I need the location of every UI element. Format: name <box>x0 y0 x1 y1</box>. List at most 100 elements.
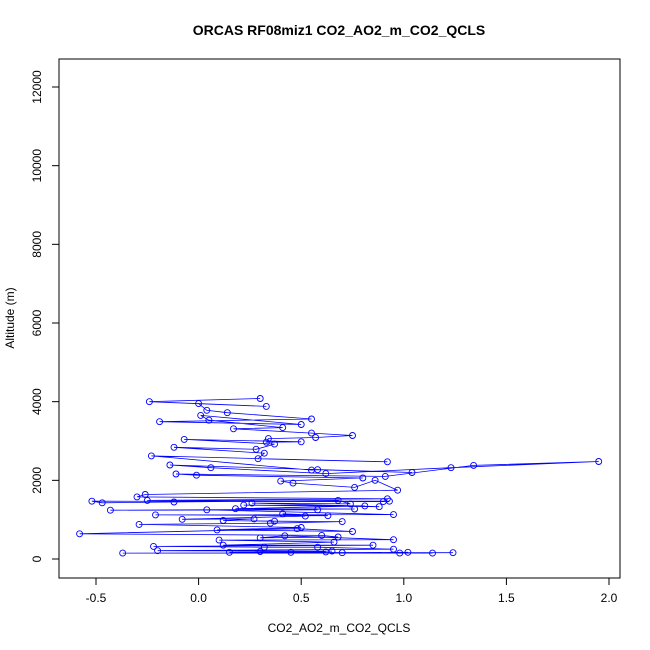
data-point <box>314 506 322 514</box>
data-point <box>277 477 285 485</box>
y-axis: 0 2000 4000 6000 8000 10000 12000 <box>30 70 60 562</box>
data-point <box>240 501 248 509</box>
data-point <box>180 435 188 443</box>
data-point <box>150 542 157 550</box>
data-point <box>375 503 383 511</box>
data-point <box>147 452 155 460</box>
data-point <box>178 515 186 523</box>
data-point <box>318 531 326 539</box>
data-point <box>205 416 213 424</box>
data-point <box>308 429 315 437</box>
data-point <box>166 461 174 469</box>
data-point <box>314 543 322 551</box>
data-point <box>156 418 164 426</box>
data-point <box>271 440 278 448</box>
data-point <box>324 512 332 520</box>
x-tick-label: 1.0 <box>395 591 412 605</box>
data-point <box>248 499 256 507</box>
data-point <box>349 432 356 439</box>
data-point <box>334 496 342 504</box>
x-tick-label: 1.5 <box>498 591 515 605</box>
data-point <box>289 479 297 487</box>
y-tick-label: 10000 <box>30 149 44 183</box>
data-point <box>230 425 237 433</box>
data-point <box>308 415 315 423</box>
data-point <box>223 409 231 417</box>
data-point <box>203 406 211 414</box>
y-tick-label: 12000 <box>30 70 44 104</box>
data-point <box>225 548 233 556</box>
data-point <box>154 547 162 555</box>
x-tick-label: 0.5 <box>293 591 310 605</box>
data-point <box>260 543 268 551</box>
data-point <box>390 545 397 553</box>
data-point <box>322 470 330 478</box>
data-point <box>312 434 320 441</box>
data-point <box>264 435 272 443</box>
data-point <box>219 517 227 524</box>
data-point <box>260 449 268 457</box>
data-point <box>338 549 346 557</box>
y-tick-label: 6000 <box>30 309 44 336</box>
data-point <box>266 519 274 527</box>
data-point <box>383 458 391 466</box>
data-point <box>293 525 301 533</box>
x-tick-label: 0.0 <box>190 591 207 605</box>
data-point <box>390 511 397 519</box>
data-point <box>279 424 287 432</box>
data-point <box>346 500 354 508</box>
data-point <box>213 526 221 534</box>
data-point <box>88 497 96 505</box>
data-point <box>297 524 305 531</box>
data-point <box>287 548 295 556</box>
data-point <box>322 548 330 556</box>
data-point <box>232 505 239 513</box>
chart-title: ORCAS RF08miz1 CO2_AO2_m_CO2_QCLS <box>193 22 486 38</box>
data-point <box>404 548 412 556</box>
x-tick-label: 2.0 <box>601 591 618 605</box>
plot-frame <box>58 58 621 579</box>
data-point <box>172 470 180 478</box>
data-point <box>381 472 389 480</box>
data-point <box>371 476 379 484</box>
data-point <box>314 466 322 474</box>
data-point <box>170 498 178 506</box>
data-point <box>330 538 338 546</box>
data-point <box>449 549 457 557</box>
data-point <box>408 469 416 476</box>
data-point <box>145 398 153 406</box>
y-tick-label: 4000 <box>30 388 44 415</box>
data-point <box>279 510 287 518</box>
data-point <box>281 532 289 540</box>
data-point <box>135 520 143 528</box>
data-point <box>141 491 149 498</box>
data-point <box>215 536 223 544</box>
data-point <box>361 502 369 510</box>
data-point <box>297 438 305 446</box>
data-point <box>429 549 436 557</box>
data-point <box>250 515 258 523</box>
data-point <box>256 548 264 555</box>
data-point <box>195 400 203 408</box>
data-point <box>359 474 367 482</box>
data-point <box>369 541 377 549</box>
data-point <box>379 498 387 506</box>
data-point <box>396 549 404 557</box>
data-point <box>170 443 178 451</box>
data-point <box>256 534 264 542</box>
data-point <box>390 536 397 544</box>
data-point <box>262 402 270 410</box>
data-point <box>271 517 278 525</box>
data-point <box>254 455 262 463</box>
data-point <box>76 530 84 538</box>
data-point <box>349 528 356 535</box>
data-point <box>351 483 359 491</box>
data-point <box>334 533 342 541</box>
data-point <box>262 438 270 446</box>
y-axis-label: Altitude (m) <box>3 287 17 348</box>
data-point <box>152 511 159 519</box>
series-line <box>79 398 599 554</box>
data-point <box>119 549 127 557</box>
y-tick-label: 8000 <box>30 231 44 258</box>
